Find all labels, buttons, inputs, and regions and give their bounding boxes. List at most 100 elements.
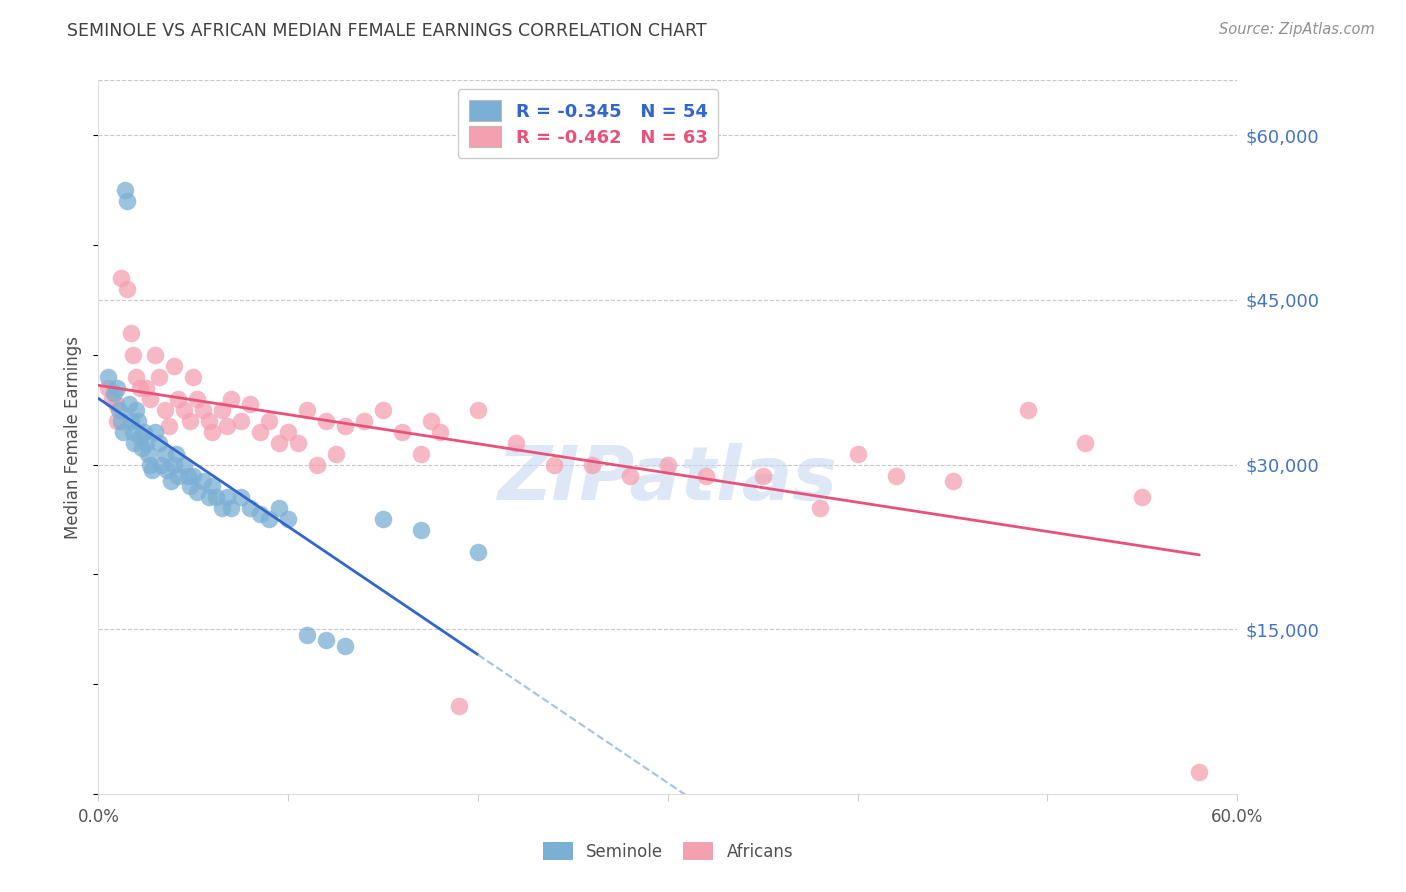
Point — [120, 414, 142, 428]
Point — [183, 468, 205, 483]
Point — [110, 414, 132, 428]
Point — [141, 463, 163, 477]
Point — [1132, 491, 1154, 505]
Point — [191, 474, 214, 488]
Point — [129, 430, 152, 444]
Point — [201, 479, 224, 493]
Point — [112, 425, 135, 439]
Point — [186, 392, 208, 406]
Point — [163, 458, 186, 472]
Point — [229, 414, 252, 428]
Text: ZIPatlas: ZIPatlas — [498, 443, 838, 516]
Point — [183, 369, 205, 384]
Point — [179, 479, 201, 493]
Y-axis label: Median Female Earnings: Median Female Earnings — [65, 335, 83, 539]
Point — [1188, 764, 1211, 779]
Point — [581, 458, 603, 472]
Point — [107, 381, 129, 395]
Point — [179, 414, 201, 428]
Point — [127, 414, 149, 428]
Point — [449, 699, 471, 714]
Point — [167, 468, 190, 483]
Point — [808, 501, 831, 516]
Point — [325, 446, 347, 460]
Point — [138, 392, 160, 406]
Point — [315, 414, 337, 428]
Point — [267, 435, 290, 450]
Point — [121, 348, 143, 362]
Point — [145, 348, 167, 362]
Point — [752, 468, 775, 483]
Point — [115, 194, 138, 208]
Point — [173, 458, 195, 472]
Point — [121, 425, 143, 439]
Point — [297, 628, 319, 642]
Point — [107, 414, 129, 428]
Point — [211, 402, 233, 417]
Point — [505, 435, 527, 450]
Point — [229, 491, 252, 505]
Point — [249, 425, 271, 439]
Point — [132, 425, 155, 439]
Point — [277, 425, 299, 439]
Point — [104, 397, 127, 411]
Point — [120, 326, 142, 340]
Point — [467, 402, 489, 417]
Point — [315, 633, 337, 648]
Point — [118, 397, 141, 411]
Point — [163, 359, 186, 373]
Text: SEMINOLE VS AFRICAN MEDIAN FEMALE EARNINGS CORRELATION CHART: SEMINOLE VS AFRICAN MEDIAN FEMALE EARNIN… — [67, 22, 707, 40]
Point — [201, 425, 224, 439]
Point — [191, 402, 214, 417]
Point — [335, 639, 357, 653]
Point — [156, 463, 179, 477]
Point — [100, 392, 122, 406]
Point — [186, 485, 208, 500]
Point — [846, 446, 869, 460]
Legend: Seminole, Africans: Seminole, Africans — [536, 836, 800, 868]
Point — [110, 271, 132, 285]
Point — [619, 468, 641, 483]
Point — [145, 425, 167, 439]
Point — [205, 491, 228, 505]
Point — [695, 468, 717, 483]
Point — [167, 392, 190, 406]
Point — [884, 468, 907, 483]
Point — [173, 402, 195, 417]
Point — [97, 369, 120, 384]
Point — [353, 414, 375, 428]
Point — [103, 386, 125, 401]
Point — [197, 491, 219, 505]
Point — [221, 392, 243, 406]
Point — [217, 419, 239, 434]
Point — [239, 397, 262, 411]
Point — [335, 419, 357, 434]
Point — [277, 512, 299, 526]
Point — [419, 414, 441, 428]
Point — [157, 419, 180, 434]
Text: Source: ZipAtlas.com: Source: ZipAtlas.com — [1219, 22, 1375, 37]
Point — [197, 414, 219, 428]
Point — [239, 501, 262, 516]
Point — [125, 402, 148, 417]
Point — [221, 501, 243, 516]
Point — [124, 435, 146, 450]
Point — [1018, 402, 1040, 417]
Point — [131, 441, 153, 455]
Point — [297, 402, 319, 417]
Point — [411, 524, 433, 538]
Point — [165, 446, 187, 460]
Point — [657, 458, 679, 472]
Point — [125, 369, 148, 384]
Point — [138, 458, 160, 472]
Point — [371, 402, 394, 417]
Point — [153, 446, 176, 460]
Point — [305, 458, 328, 472]
Point — [114, 183, 136, 197]
Point — [287, 435, 309, 450]
Point — [429, 425, 451, 439]
Point — [135, 381, 157, 395]
Point — [259, 512, 281, 526]
Point — [159, 474, 181, 488]
Point — [150, 458, 173, 472]
